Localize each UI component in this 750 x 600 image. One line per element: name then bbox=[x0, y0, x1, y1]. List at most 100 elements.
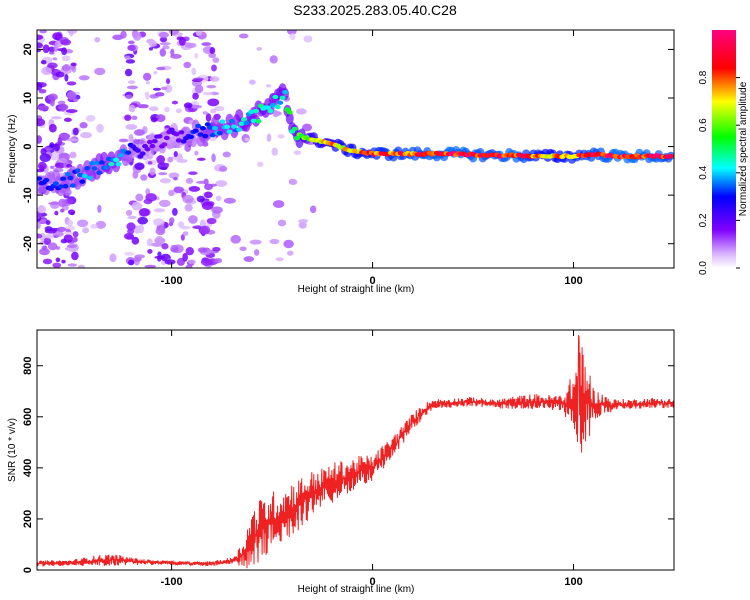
y-tick-label: 800 bbox=[22, 357, 34, 375]
noise-blob bbox=[128, 104, 136, 113]
noise-blob bbox=[43, 237, 52, 245]
ridge-cell bbox=[81, 173, 88, 179]
ridge-cell bbox=[108, 161, 115, 167]
noise-blob bbox=[249, 239, 262, 245]
ridge-cell bbox=[187, 134, 194, 140]
noise-blob bbox=[159, 48, 166, 57]
noise-blob bbox=[80, 131, 92, 139]
ridge-cell bbox=[86, 175, 93, 181]
noise-blob bbox=[132, 31, 142, 41]
ridge-cell bbox=[89, 161, 96, 166]
noise-blob bbox=[40, 60, 47, 65]
noise-blob bbox=[124, 68, 133, 77]
spectrogram-frame bbox=[36, 29, 675, 269]
colorbar bbox=[712, 30, 736, 268]
noise-blob bbox=[137, 224, 145, 234]
ridge-cell bbox=[74, 168, 81, 173]
noise-blob bbox=[183, 61, 192, 69]
noise-blob bbox=[40, 148, 47, 155]
noise-blob bbox=[205, 113, 212, 122]
noise-blob bbox=[63, 63, 70, 72]
noise-blob bbox=[256, 46, 263, 51]
noise-blob bbox=[69, 151, 77, 159]
snr-frame bbox=[36, 329, 675, 571]
ridge-cell bbox=[64, 171, 71, 177]
noise-blob bbox=[59, 208, 65, 213]
noise-blob bbox=[144, 92, 149, 96]
noise-blob bbox=[152, 87, 162, 91]
ridge-cell bbox=[173, 132, 180, 137]
noise-blob bbox=[156, 66, 166, 71]
noise-blob bbox=[37, 161, 47, 170]
ridge-cell bbox=[151, 138, 158, 144]
noise-blob bbox=[142, 72, 152, 81]
snr-axes: -100 0 100 0 200 400 600 800 bbox=[22, 330, 674, 588]
noise-blob bbox=[82, 227, 90, 234]
noise-blob bbox=[37, 42, 43, 49]
noise-blob bbox=[49, 152, 60, 161]
noise-blob bbox=[188, 171, 198, 176]
noise-blob bbox=[42, 258, 53, 265]
noise-blob bbox=[173, 186, 185, 194]
noise-blob bbox=[180, 234, 185, 241]
noise-blob bbox=[170, 53, 182, 59]
x-tick-label: 100 bbox=[564, 275, 582, 287]
noise-blob bbox=[195, 30, 203, 37]
noise-blob bbox=[67, 90, 77, 100]
noise-blob bbox=[184, 42, 197, 49]
noise-blob bbox=[52, 32, 63, 41]
noise-blob bbox=[277, 219, 287, 227]
noise-blob bbox=[201, 201, 214, 210]
noise-blob bbox=[269, 55, 278, 64]
noise-blob bbox=[37, 135, 42, 144]
ridge-cell bbox=[117, 153, 124, 158]
noise-blob bbox=[39, 30, 47, 34]
noise-blob bbox=[244, 137, 250, 142]
ridge-halo bbox=[167, 136, 176, 149]
noise-blob bbox=[214, 258, 223, 264]
noise-blob bbox=[127, 80, 136, 84]
noise-blob bbox=[266, 133, 272, 142]
noise-blob bbox=[64, 231, 74, 235]
noise-blob bbox=[72, 127, 79, 136]
noise-blob bbox=[183, 102, 193, 109]
ridge-cell bbox=[168, 127, 175, 132]
noise-blob bbox=[249, 79, 256, 85]
noise-blob bbox=[222, 151, 231, 158]
noise-blob bbox=[200, 225, 211, 235]
noise-blob bbox=[185, 247, 195, 256]
ridge-cell bbox=[60, 176, 67, 181]
noise-blob bbox=[90, 224, 98, 229]
spectrogram-xlabel: Height of straight line (km) bbox=[298, 284, 415, 295]
ridge-cell bbox=[91, 166, 98, 171]
noise-blob bbox=[37, 233, 43, 239]
noise-blob bbox=[173, 150, 178, 158]
noise-blob bbox=[164, 106, 170, 113]
noise-blob bbox=[55, 71, 65, 78]
noise-blob bbox=[131, 201, 143, 211]
noise-blob bbox=[94, 36, 101, 43]
noise-blob bbox=[192, 92, 199, 100]
ridge-cell bbox=[146, 139, 153, 145]
ridge-cell bbox=[98, 160, 105, 165]
noise-blob bbox=[37, 205, 47, 214]
ridge-cell bbox=[286, 110, 293, 115]
ridge-cell bbox=[43, 177, 50, 183]
noise-blob bbox=[179, 225, 191, 230]
noise-blob bbox=[96, 123, 104, 133]
spectrogram-ylabel: Frequency (Hz) bbox=[7, 115, 18, 184]
noise-blob bbox=[39, 248, 50, 256]
noise-blob bbox=[230, 234, 242, 244]
noise-blob bbox=[153, 71, 158, 75]
ridge-cell bbox=[294, 136, 301, 141]
ridge-cell bbox=[240, 117, 247, 122]
noise-blob bbox=[206, 217, 217, 225]
noise-blob bbox=[156, 155, 166, 164]
noise-blob bbox=[132, 256, 142, 262]
noise-blob bbox=[133, 129, 146, 136]
ridge-cell bbox=[96, 170, 103, 175]
noise-blob bbox=[58, 198, 67, 208]
noise-blob bbox=[223, 197, 236, 204]
noise-blob bbox=[48, 201, 60, 205]
ridge-cell bbox=[209, 132, 216, 138]
